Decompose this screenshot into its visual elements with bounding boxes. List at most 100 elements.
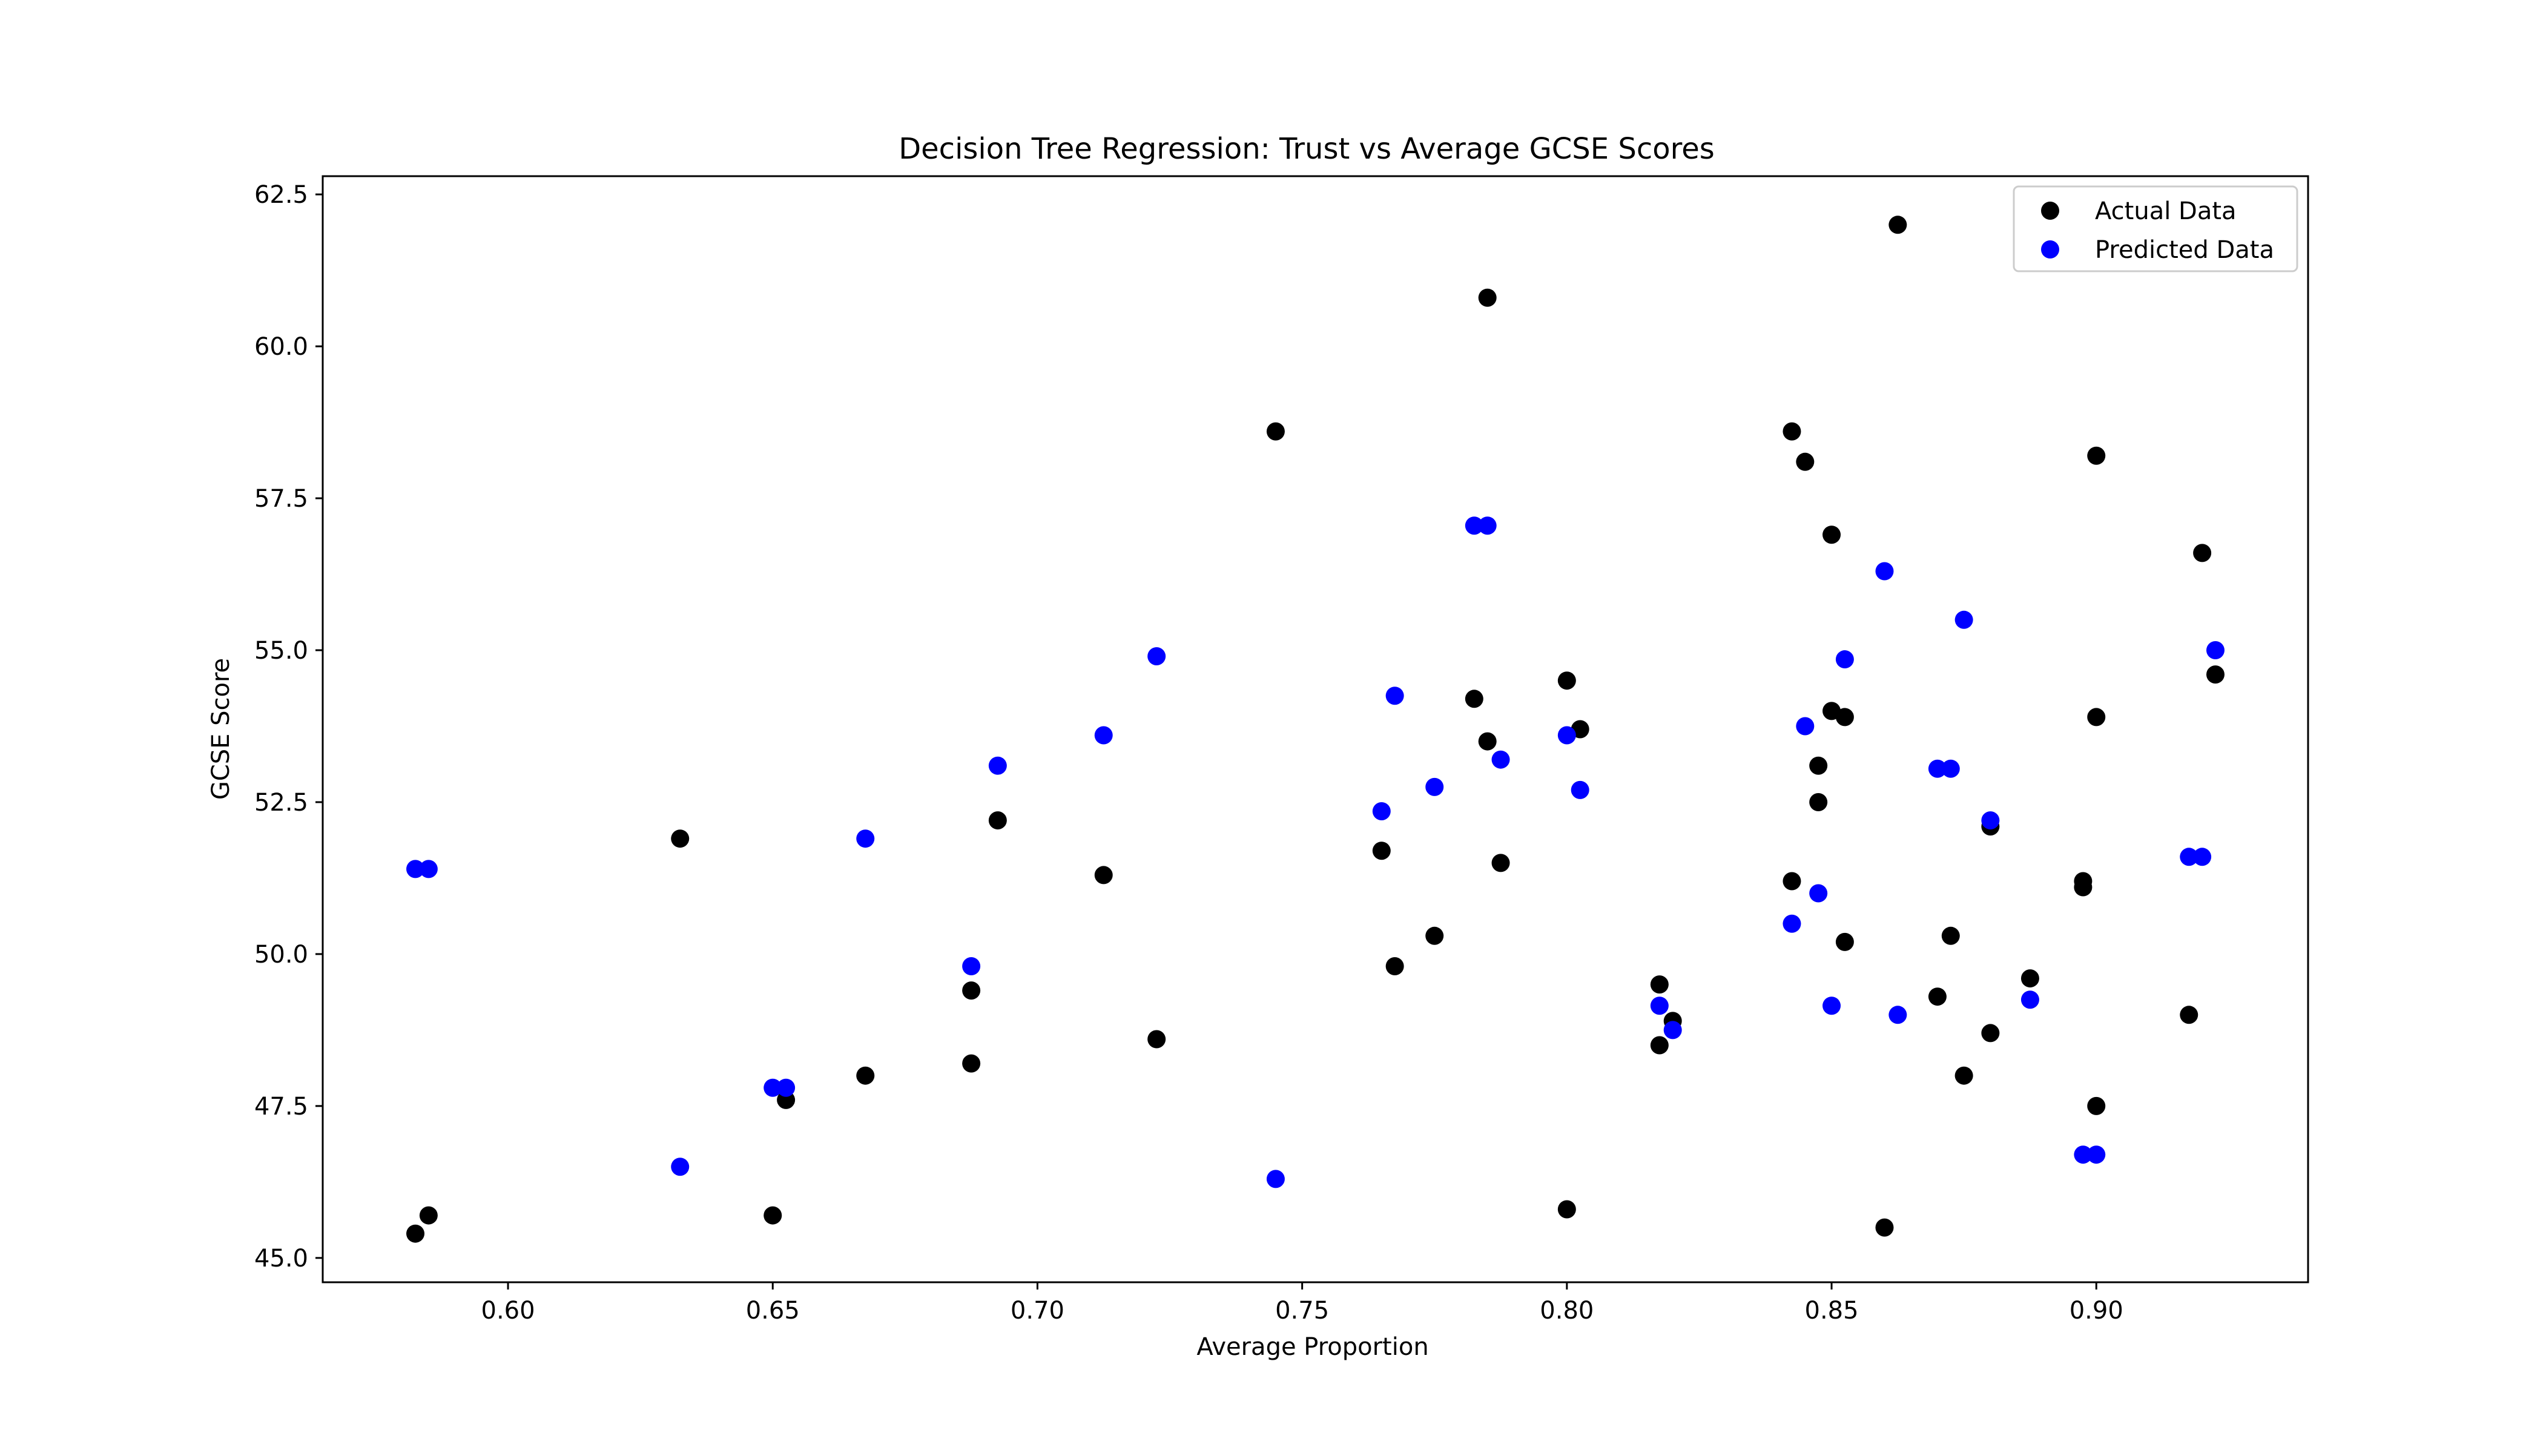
- x-tick-label: 0.85: [1805, 1297, 1859, 1325]
- predicted-data-point: [406, 860, 425, 878]
- y-tick-label: 50.0: [254, 941, 308, 969]
- legend: Actual Data Predicted Data: [2013, 185, 2298, 272]
- x-tick-label: 0.60: [481, 1297, 535, 1325]
- predicted-data-point: [1941, 759, 1960, 778]
- actual-data-point: [1835, 932, 1854, 951]
- actual-data-point: [1809, 756, 1828, 775]
- y-tick-label: 57.5: [254, 485, 308, 513]
- x-axis-label: Average Proportion: [1196, 1333, 1428, 1361]
- x-tick-label: 0.75: [1275, 1297, 1329, 1325]
- actual-data-point: [1650, 1036, 1669, 1055]
- y-tick-label: 55.0: [254, 637, 308, 665]
- predicted-data-point: [1372, 802, 1391, 821]
- legend-marker-actual: [2041, 202, 2059, 220]
- actual-data-point: [1465, 690, 1483, 708]
- predicted-data-point: [1928, 759, 1947, 778]
- predicted-data-point: [1385, 687, 1404, 705]
- predicted-data-point: [764, 1078, 782, 1097]
- actual-data-point: [1372, 842, 1391, 860]
- actual-data-point: [671, 829, 690, 848]
- predicted-data-point: [419, 860, 438, 878]
- data-points: [406, 216, 2225, 1243]
- predicted-data-point: [1663, 1021, 1682, 1039]
- actual-data-point: [419, 1206, 438, 1225]
- legend-label-actual: Actual Data: [2095, 197, 2237, 225]
- actual-data-point: [1888, 216, 1907, 234]
- predicted-data-point: [2193, 848, 2212, 866]
- predicted-data-point: [1571, 780, 1589, 799]
- actual-data-point: [1835, 708, 1854, 726]
- actual-data-point: [2180, 1006, 2198, 1024]
- actual-data-point: [1478, 732, 1497, 751]
- actual-data-point: [1954, 1066, 1973, 1085]
- actual-data-point: [1928, 987, 1947, 1006]
- predicted-data-point: [1266, 1170, 1285, 1188]
- actual-data-point: [856, 1066, 875, 1085]
- x-tick-label: 0.80: [1540, 1297, 1594, 1325]
- predicted-data-point: [1783, 914, 1801, 933]
- predicted-data-point: [2087, 1145, 2106, 1164]
- x-tick-label: 0.70: [1011, 1297, 1064, 1325]
- y-tick-label: 52.5: [254, 789, 308, 817]
- predicted-data-point: [1822, 996, 1841, 1015]
- plot-area-frame: [322, 175, 2309, 1283]
- y-axis-label: GCSE Score: [207, 658, 235, 800]
- predicted-data-point: [1094, 726, 1113, 745]
- actual-data-point: [1822, 525, 1841, 544]
- actual-data-point: [2193, 544, 2212, 562]
- chart-title: Decision Tree Regression: Trust vs Avera…: [899, 132, 1715, 166]
- predicted-data-point: [1425, 777, 1444, 796]
- predicted-data-point: [1557, 726, 1576, 745]
- predicted-data-point: [2074, 1145, 2093, 1164]
- axis-ticks: 0.60 0.65 0.70 0.75 0.80 0.85 0.90 45.0 47.5 50.0…: [254, 181, 2123, 1325]
- actual-data-point: [2087, 1096, 2106, 1115]
- legend-box: [2013, 185, 2298, 272]
- actual-data-point: [2206, 665, 2225, 684]
- legend-marker-predicted: [2041, 240, 2059, 259]
- actual-data-point: [1941, 926, 1960, 945]
- predicted-data-point: [2206, 641, 2225, 659]
- actual-data-point: [1650, 975, 1669, 994]
- actual-data-point: [1478, 288, 1497, 307]
- actual-data-point: [2020, 969, 2039, 988]
- actual-data-point: [2087, 446, 2106, 465]
- predicted-data-point: [1981, 811, 2000, 830]
- actual-data-point: [2074, 878, 2093, 897]
- actual-data-point: [1796, 452, 1815, 471]
- actual-data-point: [1783, 872, 1801, 891]
- predicted-data-point: [2020, 990, 2039, 1009]
- predicted-data-point: [1796, 717, 1815, 736]
- y-tick-label: 60.0: [254, 333, 308, 361]
- predicted-data-point: [1835, 650, 1854, 669]
- actual-data-point: [1557, 671, 1576, 690]
- actual-data-point: [1266, 422, 1285, 441]
- predicted-data-point: [2180, 848, 2198, 866]
- actual-data-point: [988, 811, 1007, 830]
- predicted-data-point: [671, 1158, 690, 1176]
- predicted-data-point: [1809, 884, 1828, 903]
- actual-data-point: [962, 1054, 981, 1073]
- actual-data-point: [1809, 792, 1828, 811]
- actual-data-point: [1783, 422, 1801, 441]
- x-tick-label: 0.65: [746, 1297, 800, 1325]
- y-tick-label: 62.5: [254, 181, 308, 209]
- predicted-data-point: [1465, 516, 1483, 535]
- predicted-data-point: [988, 756, 1007, 775]
- predicted-data-point: [777, 1078, 796, 1097]
- predicted-data-point: [1478, 516, 1497, 535]
- y-tick-label: 45.0: [254, 1245, 308, 1273]
- predicted-data-point: [1888, 1006, 1907, 1024]
- actual-data-point: [1875, 1218, 1894, 1237]
- legend-label-predicted: Predicted Data: [2095, 236, 2274, 264]
- actual-data-point: [1981, 1024, 2000, 1043]
- actual-data-point: [764, 1206, 782, 1225]
- actual-data-point: [1491, 854, 1510, 872]
- predicted-data-point: [856, 829, 875, 848]
- y-tick-label: 47.5: [254, 1093, 308, 1121]
- actual-data-point: [1557, 1200, 1576, 1219]
- predicted-data-point: [1650, 996, 1669, 1015]
- predicted-data-point: [1875, 562, 1894, 581]
- x-tick-label: 0.90: [2070, 1297, 2123, 1325]
